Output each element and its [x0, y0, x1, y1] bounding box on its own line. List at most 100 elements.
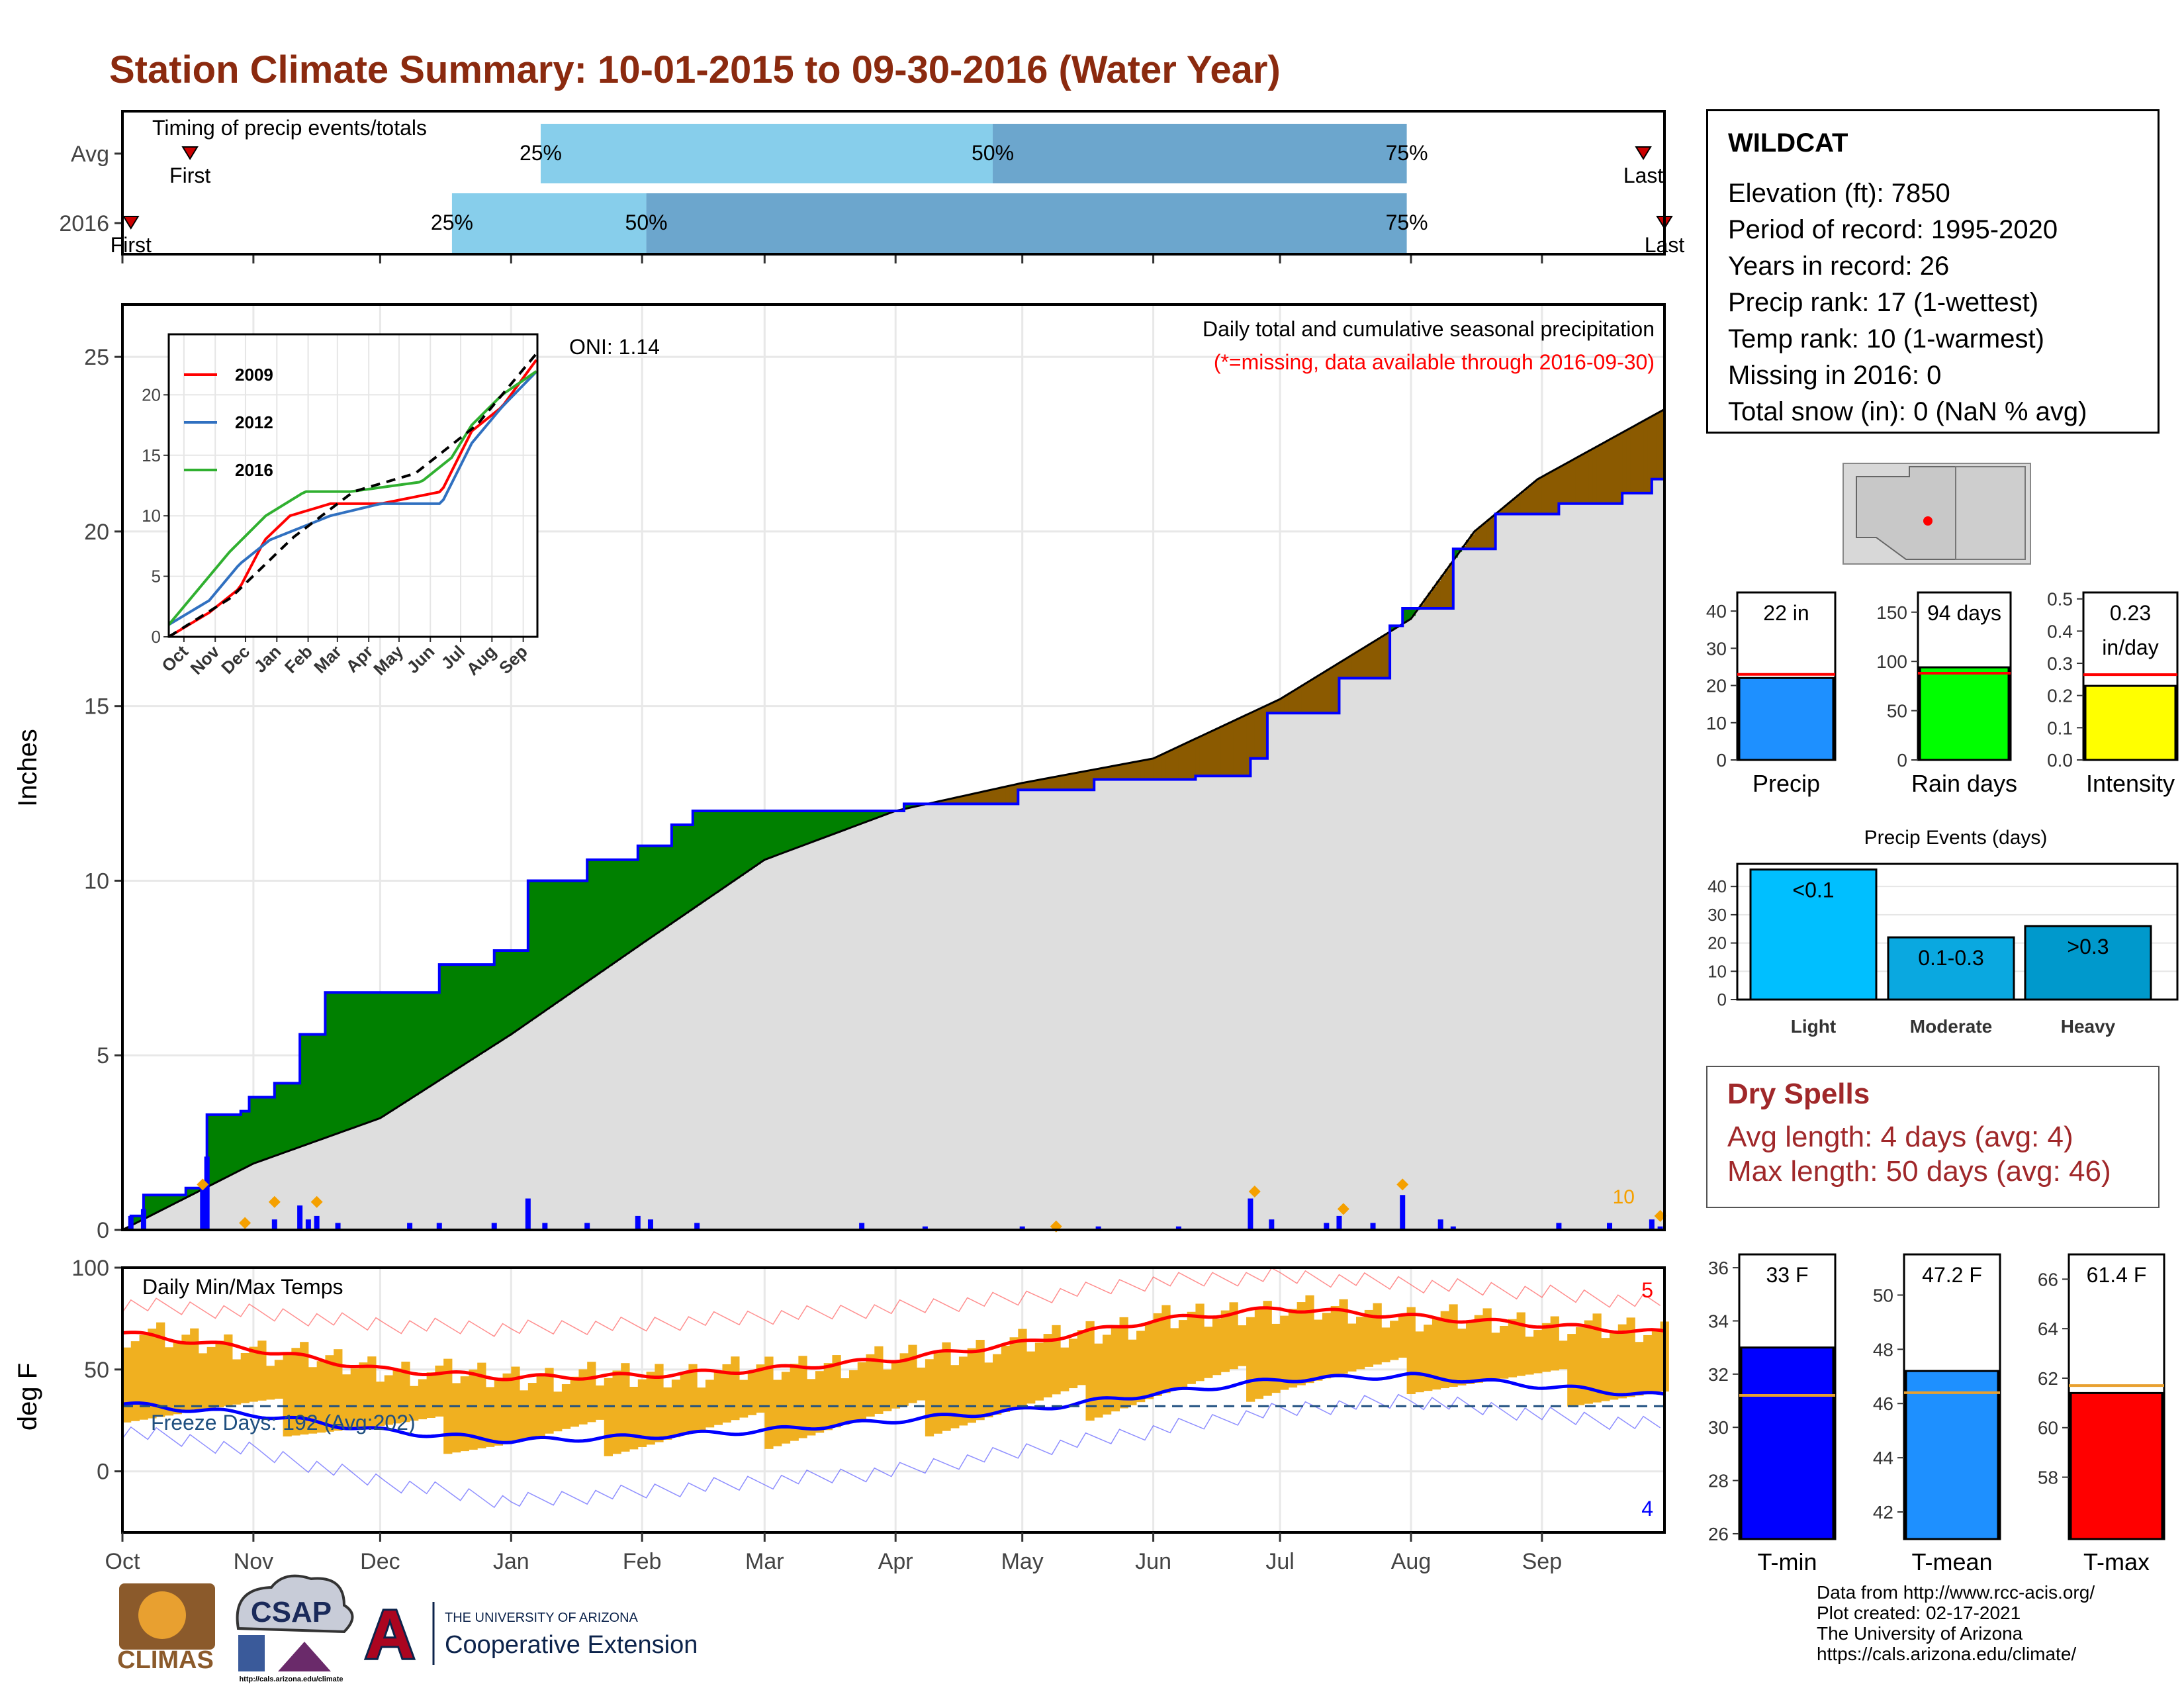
daily-temp-bar	[1610, 1331, 1619, 1400]
timing-label-50: 50%	[972, 141, 1014, 165]
precip-difference	[828, 810, 833, 835]
precip-difference	[181, 1195, 187, 1199]
precip-difference	[549, 880, 554, 1007]
daily-temp-bar	[1339, 1299, 1348, 1374]
precip-difference	[739, 810, 744, 876]
precip-difference	[764, 810, 770, 859]
daily-temp-bar	[866, 1354, 875, 1417]
last-event-marker	[1635, 146, 1652, 160]
daily-temp-bar	[713, 1372, 723, 1425]
precip-difference	[642, 845, 647, 943]
timing-bar-q25-q50	[451, 193, 647, 253]
precip-difference	[257, 1097, 263, 1162]
precip-difference	[148, 1195, 153, 1216]
record-high-count: 5	[1641, 1278, 1653, 1302]
precip-difference	[553, 880, 559, 1004]
precip-difference	[659, 845, 664, 931]
precip-difference	[169, 1195, 174, 1205]
precip-difference	[1610, 438, 1614, 504]
inset-series-line	[167, 359, 538, 638]
daily-temp-bar	[612, 1370, 621, 1454]
precip-difference	[1098, 768, 1103, 780]
precip-difference	[384, 992, 389, 1115]
station-temp-rank: Temp rank: 10 (1-warmest)	[1728, 324, 2044, 353]
precip-difference	[490, 964, 495, 1047]
daily-temp-bar	[1559, 1340, 1568, 1370]
precip-difference	[1575, 457, 1580, 504]
max-precip-marker	[1248, 1185, 1261, 1197]
precip-difference	[410, 992, 415, 1098]
precip-difference	[1220, 726, 1226, 776]
precip-difference	[684, 825, 689, 914]
precip-difference	[1305, 682, 1310, 714]
daily-temp-bar	[917, 1367, 926, 1401]
daily-temp-bar	[232, 1359, 242, 1405]
timing-chart: Timing of precip events/totals 25% 50% 75% F…	[59, 110, 1684, 263]
precip-difference	[426, 992, 432, 1088]
tbar-mean-y-label: 48	[1873, 1339, 1893, 1360]
precip-difference	[1288, 692, 1293, 714]
csap-logo-bars	[238, 1635, 265, 1671]
daily-temp-bar	[249, 1346, 258, 1402]
precip-difference	[1630, 426, 1635, 493]
precip-difference	[1183, 743, 1188, 780]
precip-difference	[447, 964, 453, 1074]
events-y-label: 10	[1707, 961, 1727, 981]
ua-logo-letter: A	[365, 1597, 414, 1673]
tbar-mean-y-label: 44	[1873, 1448, 1893, 1468]
daily-temp-bar	[1119, 1317, 1128, 1409]
precip-difference	[1537, 478, 1543, 514]
daily-temp-bar	[181, 1335, 191, 1413]
precip-difference	[726, 810, 731, 884]
precip-difference	[688, 825, 694, 911]
precip-difference	[848, 810, 854, 827]
oni-label: ONI: 1.14	[569, 335, 660, 359]
precip-difference	[946, 799, 951, 804]
precip-difference	[561, 880, 567, 998]
avg-tmax-line	[122, 1306, 1665, 1382]
daily-temp-bar	[925, 1359, 934, 1436]
daily-temp-bar	[1330, 1305, 1340, 1376]
precip-difference	[1102, 767, 1107, 780]
avg-cumulative-area	[122, 409, 1664, 1230]
daily-temp-bar	[460, 1376, 469, 1452]
precip-difference	[1280, 698, 1285, 714]
daily-temp-bar	[1026, 1351, 1036, 1404]
rain-days-category-label: Rain days	[1911, 770, 2017, 797]
precip-difference	[587, 859, 592, 980]
record-high-line	[122, 1267, 1661, 1337]
daily-temp-bar	[1508, 1319, 1518, 1378]
precip-difference	[283, 1083, 288, 1152]
precip-difference	[439, 964, 444, 1079]
daily-precip-bar	[525, 1198, 531, 1230]
precip-difference	[1571, 459, 1576, 504]
precip-difference	[135, 1215, 140, 1223]
daily-temp-bar	[1280, 1315, 1289, 1390]
daily-temp-bar	[705, 1380, 715, 1428]
ua-logo-top-text: THE UNIVERSITY OF ARIZONA	[445, 1611, 639, 1625]
daily-temp-bar	[933, 1350, 942, 1434]
daily-precip-bar	[200, 1184, 206, 1230]
precip-difference	[655, 845, 660, 934]
precip-difference	[743, 810, 749, 873]
precip-difference	[1596, 445, 1602, 504]
timing-label-75: 75%	[1386, 141, 1428, 165]
precip-difference	[270, 1097, 275, 1157]
daily-temp-bar	[198, 1353, 208, 1411]
daily-temp-bar	[739, 1380, 749, 1418]
daily-temp-bar	[139, 1335, 148, 1420]
daily-temp-bar	[1347, 1323, 1357, 1372]
precip-difference	[506, 950, 512, 1036]
precip-difference	[1001, 787, 1006, 804]
daily-temp-bar	[976, 1340, 985, 1421]
precip-difference	[1297, 687, 1302, 714]
cumulative-2016-line	[122, 461, 1666, 1231]
precip-difference	[735, 810, 740, 879]
tbar-mean-category-label: T-mean	[1911, 1548, 1992, 1575]
inset-legend-label: 2012	[235, 412, 273, 432]
daily-precip-bar	[271, 1219, 277, 1230]
precip-difference	[566, 880, 571, 995]
daily-temp-bar	[807, 1379, 816, 1436]
daily-temp-bar	[891, 1361, 901, 1409]
precip-difference	[1474, 530, 1479, 549]
